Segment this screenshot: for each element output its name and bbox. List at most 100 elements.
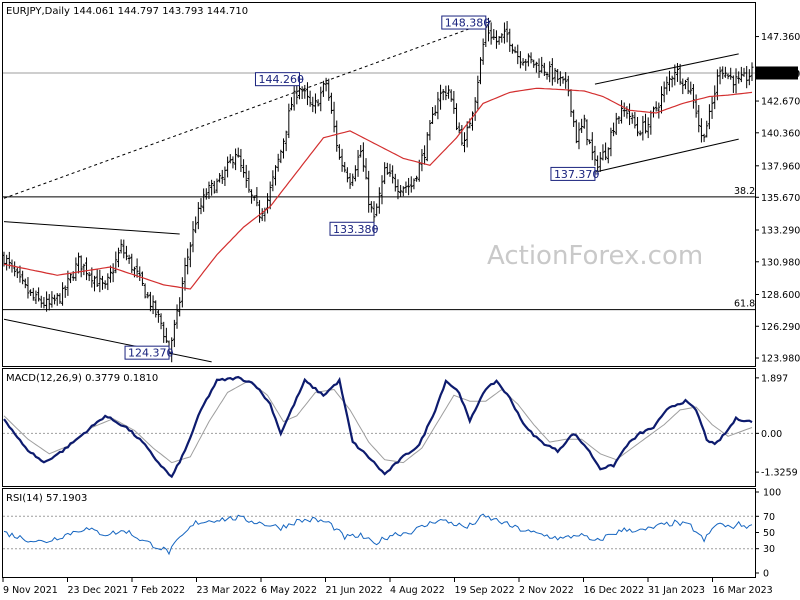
- ohlc-bar: [561, 76, 565, 84]
- rsi-y-tick-label: 30: [763, 544, 775, 555]
- x-tick-label: 23 Dec 2021: [68, 585, 129, 596]
- ohlc-bar: [441, 89, 445, 101]
- ohlc-bar: [244, 164, 248, 188]
- ohlc-bar: [702, 133, 706, 143]
- ohlc-bar: [279, 149, 283, 164]
- ohlc-bar: [494, 30, 498, 49]
- ohlc-bar: [401, 186, 405, 197]
- ohlc-bar: [268, 181, 272, 210]
- macd-y-tick-label: 1.897: [761, 373, 788, 384]
- ohlc-bar: [156, 309, 160, 323]
- ohlc-bar: [345, 167, 349, 183]
- rsi-title: RSI(14) 57.1903: [6, 493, 87, 504]
- ohlc-bar: [199, 198, 203, 215]
- ohlc-bar: [630, 112, 634, 124]
- rsi-y-tick-label: 100: [763, 488, 781, 499]
- ohlc-bar: [74, 257, 78, 281]
- ohlc-bar: [667, 70, 671, 92]
- ohlc-bar: [226, 156, 230, 178]
- ohlc-bar: [718, 66, 722, 85]
- price-annotation-label: 137.370: [554, 168, 600, 181]
- ohlc-bar: [220, 169, 224, 184]
- ohlc-bar: [734, 68, 738, 94]
- ohlc-bar: [540, 56, 544, 73]
- ohlc-bar: [625, 106, 629, 119]
- price-layer: 38.2 61.8 148.380 144.260 137.370 133.380 124.…: [2, 15, 755, 363]
- ohlc-bar: [521, 58, 525, 66]
- ohlc-bar: [582, 114, 586, 129]
- ohlc-bar: [737, 71, 741, 84]
- ohlc-bar: [234, 148, 238, 171]
- ohlc-bar: [239, 148, 243, 173]
- ohlc-bar: [90, 267, 94, 288]
- ohlc-bar: [385, 162, 389, 175]
- price-y-tick-label: 133.290: [761, 226, 800, 237]
- x-tick-label: 4 Aug 2022: [390, 585, 445, 596]
- ohlc-bar: [164, 327, 168, 343]
- ohlc-bar: [340, 148, 344, 172]
- ohlc-bar: [590, 132, 594, 161]
- rsi-panel: [2, 488, 756, 578]
- ohlc-bar: [372, 201, 376, 224]
- ohlc-bar: [580, 118, 584, 133]
- ohlc-bar: [431, 106, 435, 124]
- ohlc-bar: [694, 94, 698, 118]
- ohlc-bar: [638, 130, 642, 136]
- axis-layer: 147.360144.690142.670140.360137.960135.6…: [2, 32, 800, 596]
- x-tick-label: 16 Dec 2022: [584, 585, 645, 596]
- rsi-line: [3, 513, 753, 556]
- ohlc-bar: [85, 257, 89, 281]
- ohlc-bar: [505, 21, 509, 43]
- ohlc-bar: [180, 277, 184, 308]
- price-y-tick-label: 135.670: [761, 193, 800, 204]
- ohlc-bar: [388, 163, 392, 177]
- ohlc-bar: [31, 287, 35, 301]
- price-y-tick-label: 128.600: [761, 290, 800, 301]
- ohlc-bar: [550, 58, 554, 86]
- ohlc-bar: [721, 66, 725, 80]
- ohlc-bar: [284, 130, 288, 152]
- ohlc-bar: [343, 161, 347, 173]
- ohlc-bar: [399, 184, 403, 197]
- trendline-old-upper: [3, 221, 180, 235]
- ohlc-bar: [202, 188, 206, 212]
- ohlc-bar: [683, 79, 687, 90]
- ohlc-bar: [114, 251, 118, 274]
- ohlc-bar: [598, 151, 602, 172]
- ohlc-bar: [463, 132, 467, 153]
- trendline-channel-lower: [594, 138, 739, 173]
- ohlc-bar: [87, 271, 91, 282]
- rsi-y-tick-label: 70: [763, 512, 775, 523]
- watermark: ActionForex.com: [487, 241, 703, 271]
- ohlc-bar: [465, 121, 469, 148]
- ohlc-bar: [670, 75, 674, 88]
- ohlc-bar: [135, 258, 139, 278]
- ohlc-bar: [412, 178, 416, 190]
- ohlc-bar: [194, 216, 198, 234]
- ohlc-bar: [710, 96, 714, 119]
- ohlc-bar: [154, 300, 158, 318]
- ohlc-bar: [564, 72, 568, 89]
- ohlc-bar: [526, 53, 530, 67]
- ohlc-bar: [218, 173, 222, 183]
- ohlc-bar: [518, 51, 522, 69]
- ohlc-bar: [423, 145, 427, 165]
- ohlc-bar: [641, 115, 645, 141]
- ohlc-bar: [659, 86, 663, 114]
- ohlc-bar: [252, 195, 256, 201]
- ohlc-bar: [66, 270, 70, 296]
- ohlc-bar: [380, 175, 384, 205]
- x-tick-label: 9 Nov 2021: [3, 585, 58, 596]
- ohlc-bar: [319, 86, 323, 112]
- ohlc-bar: [500, 33, 504, 43]
- ohlc-bar: [172, 319, 176, 348]
- price-title: EURJPY,Daily 144.061 144.797 143.793 144…: [6, 6, 248, 17]
- macd-signal-line: [3, 380, 753, 464]
- ohlc-bar: [723, 66, 727, 78]
- fib-level-label: 38.2: [734, 186, 755, 197]
- ohlc-bar: [601, 144, 605, 161]
- ohlc-bar: [404, 181, 408, 193]
- ohlc-bar: [95, 268, 99, 287]
- ohlc-bar: [204, 188, 208, 200]
- ohlc-bar: [34, 290, 38, 304]
